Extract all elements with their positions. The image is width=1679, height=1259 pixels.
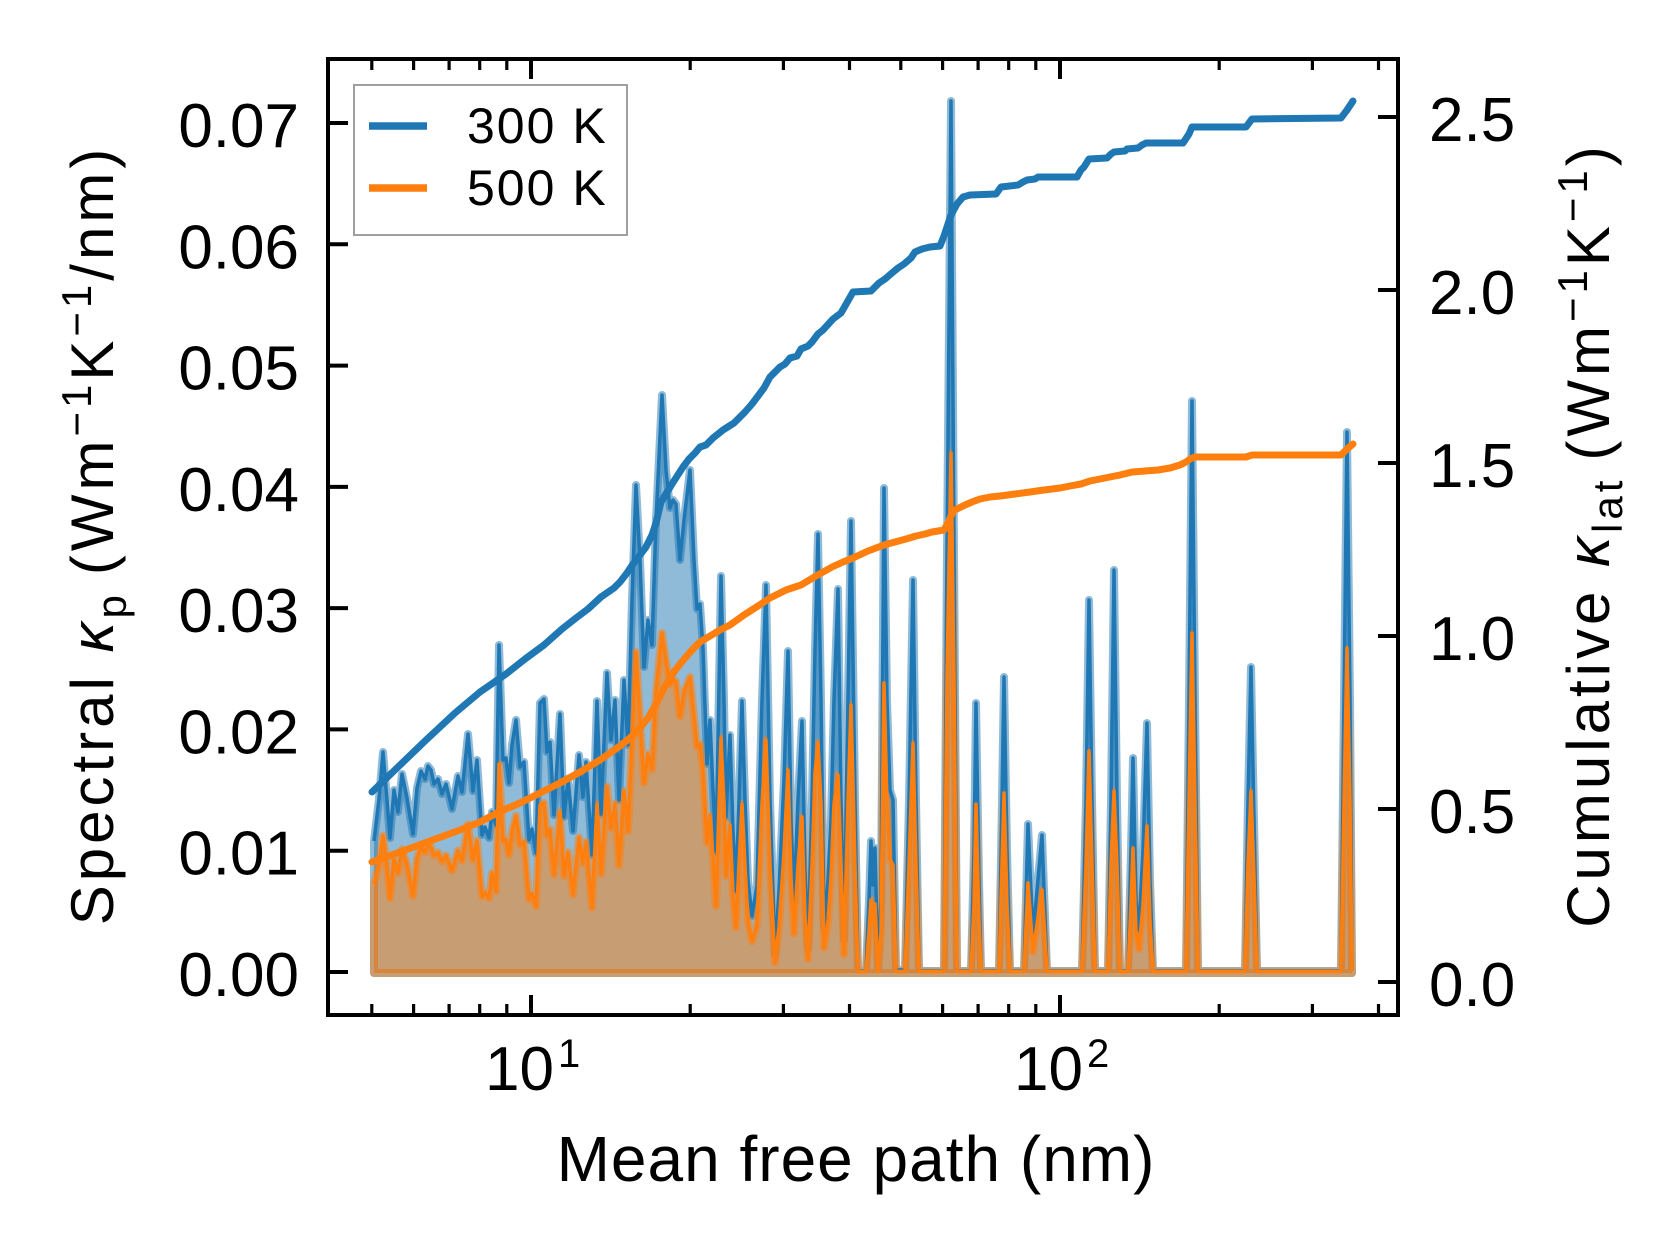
svg-text:1.0: 1.0 xyxy=(1429,605,1515,674)
svg-text:500 K: 500 K xyxy=(467,160,608,216)
svg-text:2.0: 2.0 xyxy=(1429,259,1515,328)
svg-text:0.07: 0.07 xyxy=(178,92,299,161)
svg-text:0.0: 0.0 xyxy=(1429,951,1515,1020)
svg-text:10: 10 xyxy=(485,1035,554,1104)
svg-text:Mean free path (nm): Mean free path (nm) xyxy=(557,1123,1156,1195)
svg-text:0.5: 0.5 xyxy=(1429,778,1515,847)
svg-text:2.5: 2.5 xyxy=(1429,86,1515,155)
svg-text:2: 2 xyxy=(1087,1032,1109,1076)
svg-text:Cumulative κlat (Wm−1K−1): Cumulative κlat (Wm−1K−1) xyxy=(1549,142,1631,928)
svg-text:0.04: 0.04 xyxy=(178,456,299,525)
svg-text:0.01: 0.01 xyxy=(178,820,299,889)
svg-text:1: 1 xyxy=(558,1032,580,1076)
svg-text:300 K: 300 K xyxy=(467,98,608,154)
svg-text:1.5: 1.5 xyxy=(1429,432,1515,501)
svg-text:0.03: 0.03 xyxy=(178,577,299,646)
svg-text:Spectral κp (Wm−1K−1/nm): Spectral κp (Wm−1K−1/nm) xyxy=(53,145,135,926)
svg-text:0.00: 0.00 xyxy=(178,941,299,1010)
svg-text:0.05: 0.05 xyxy=(178,335,299,404)
svg-text:10: 10 xyxy=(1014,1035,1083,1104)
svg-text:0.02: 0.02 xyxy=(178,698,299,767)
svg-text:0.06: 0.06 xyxy=(178,213,299,282)
